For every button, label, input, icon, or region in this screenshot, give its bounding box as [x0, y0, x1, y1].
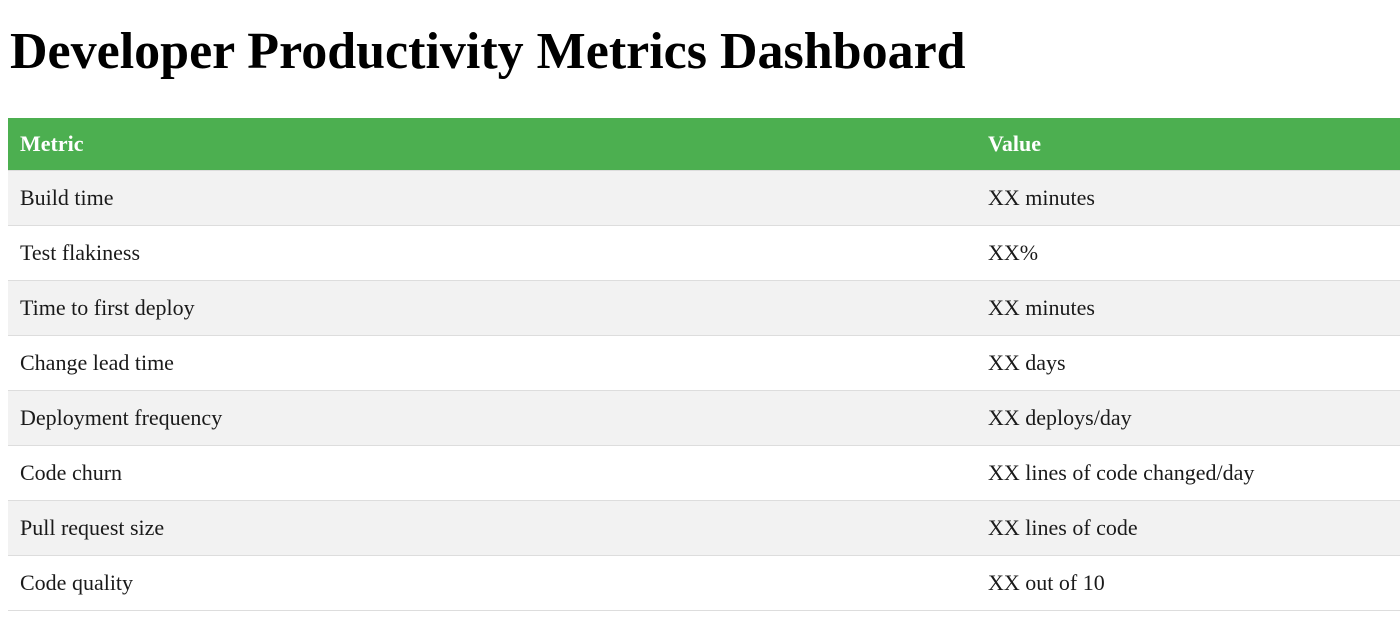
metric-cell: Pull request size	[8, 500, 976, 556]
table-header-row: Metric Value	[8, 118, 1400, 171]
metrics-table: Metric Value Build time XX minutes Test …	[8, 118, 1400, 611]
column-header-value: Value	[976, 118, 1400, 171]
value-cell: XX deploys/day	[976, 390, 1400, 446]
value-cell: XX days	[976, 335, 1400, 391]
metric-cell: Code churn	[8, 445, 976, 501]
metric-cell: Deployment frequency	[8, 390, 976, 446]
value-cell: XX%	[976, 225, 1400, 281]
table-header: Metric Value	[8, 118, 1400, 171]
table-row: Code quality XX out of 10	[8, 555, 1400, 611]
value-cell: XX lines of code changed/day	[976, 445, 1400, 501]
table-row: Code churn XX lines of code changed/day	[8, 445, 1400, 501]
column-header-metric: Metric	[8, 118, 976, 171]
table-row: Pull request size XX lines of code	[8, 500, 1400, 556]
metric-cell: Build time	[8, 170, 976, 226]
table-row: Build time XX minutes	[8, 170, 1400, 226]
metric-cell: Test flakiness	[8, 225, 976, 281]
metric-cell: Time to first deploy	[8, 280, 976, 336]
table-row: Test flakiness XX%	[8, 225, 1400, 281]
value-cell: XX out of 10	[976, 555, 1400, 611]
metric-cell: Code quality	[8, 555, 976, 611]
table-row: Change lead time XX days	[8, 335, 1400, 391]
page-title: Developer Productivity Metrics Dashboard	[10, 23, 966, 80]
table-body: Build time XX minutes Test flakiness XX%…	[8, 170, 1400, 611]
value-cell: XX minutes	[976, 280, 1400, 336]
value-cell: XX minutes	[976, 170, 1400, 226]
table-row: Time to first deploy XX minutes	[8, 280, 1400, 336]
metric-cell: Change lead time	[8, 335, 976, 391]
value-cell: XX lines of code	[976, 500, 1400, 556]
table-row: Deployment frequency XX deploys/day	[8, 390, 1400, 446]
